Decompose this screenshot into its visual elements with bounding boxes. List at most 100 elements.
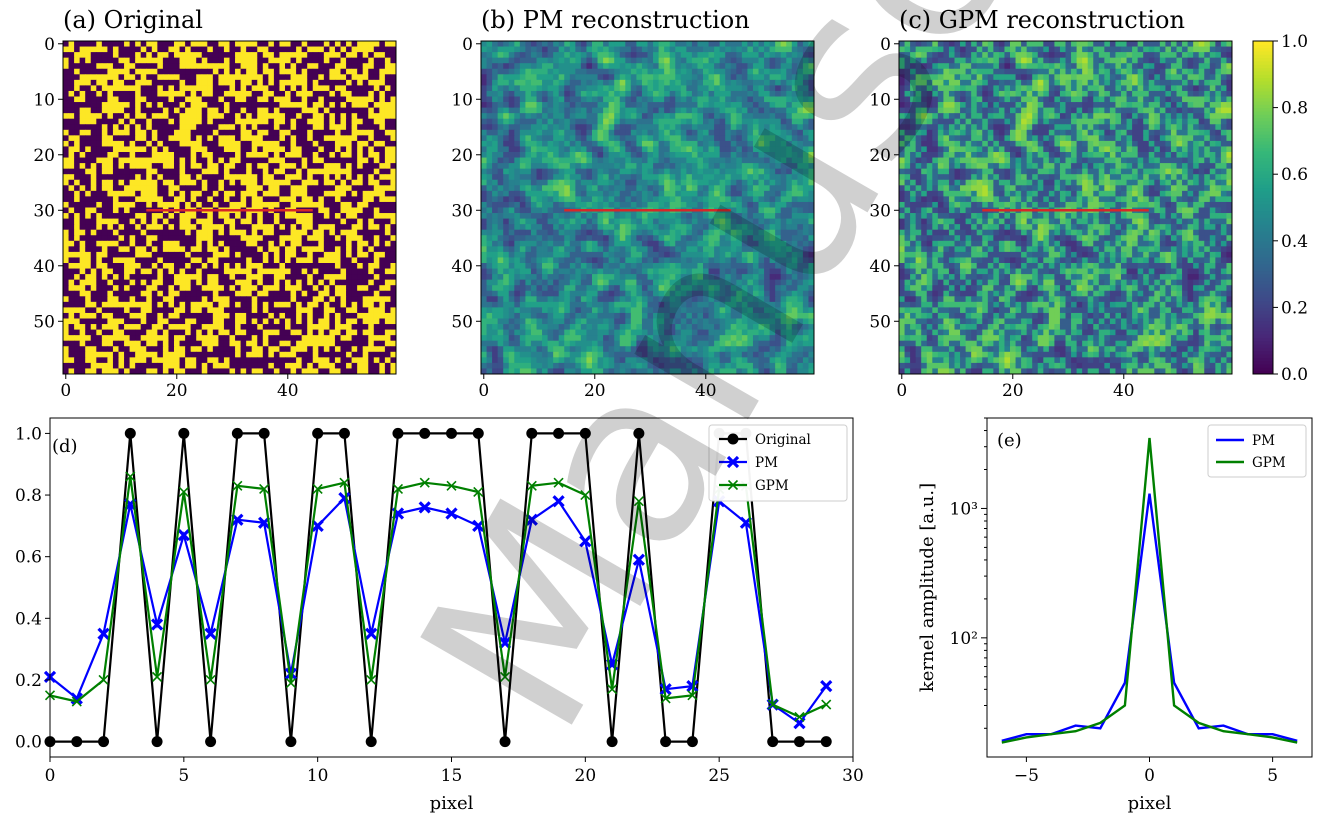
heatmap-cell <box>240 74 247 81</box>
heatmap-cell <box>157 196 164 203</box>
heatmap-cell <box>79 163 86 170</box>
heatmap-cell <box>481 85 487 92</box>
heatmap-cell <box>124 85 130 92</box>
heatmap-cell <box>296 318 303 325</box>
heatmap-cell <box>124 157 130 164</box>
heatmap-cell <box>525 124 532 131</box>
heatmap-cell <box>368 290 375 297</box>
heatmap-cell <box>697 146 704 153</box>
heatmap-cell <box>296 324 303 330</box>
heatmap-cell <box>675 135 682 142</box>
heatmap-cell <box>312 57 319 64</box>
heatmap-cell <box>79 285 86 292</box>
heatmap-cell <box>575 135 582 142</box>
heatmap-cell <box>362 296 369 303</box>
heatmap-cell <box>212 68 219 75</box>
heatmap-cell <box>240 52 247 59</box>
heatmap-cell <box>296 163 303 170</box>
heatmap-cell <box>63 102 69 108</box>
heatmap-cell <box>262 190 269 197</box>
heatmap-cell <box>351 246 358 253</box>
heatmap-cell <box>285 201 291 208</box>
heatmap-cell <box>223 324 230 330</box>
heatmap-cell <box>85 257 92 264</box>
heatmap-cell <box>79 229 86 236</box>
heatmap-cell <box>575 140 582 147</box>
heatmap-cell <box>329 146 336 153</box>
heatmap-cell <box>174 168 180 175</box>
heatmap-cell <box>658 46 665 53</box>
heatmap-cell <box>285 213 291 219</box>
heatmap-cell <box>503 85 510 92</box>
heatmap-cell <box>157 118 164 125</box>
heatmap-cell <box>185 301 192 308</box>
heatmap-cell <box>619 118 626 125</box>
heatmap-cell <box>140 185 147 192</box>
heatmap-cell <box>318 246 325 253</box>
heatmap-cell <box>486 74 493 81</box>
heatmap-cell <box>207 268 214 275</box>
heatmap-cell <box>553 96 560 103</box>
heatmap-cell <box>362 96 369 103</box>
heatmap-cell <box>112 257 119 264</box>
heatmap-cell <box>530 57 537 64</box>
heatmap-cell <box>85 113 92 120</box>
heatmap-cell <box>519 118 526 125</box>
heatmap-cell <box>658 107 665 114</box>
heatmap-cell <box>719 96 726 103</box>
heatmap-cell <box>390 140 397 147</box>
heatmap-cell <box>664 129 671 136</box>
heatmap-cell <box>703 157 709 164</box>
heatmap-cell <box>118 140 125 147</box>
x-tick-label: 20 <box>166 381 188 401</box>
heatmap-cell <box>558 57 565 64</box>
heatmap-cell <box>647 46 654 53</box>
heatmap-cell <box>251 224 258 231</box>
heatmap-cell <box>758 163 765 170</box>
heatmap-cell <box>257 318 264 325</box>
heatmap-cell <box>641 85 648 92</box>
y-tick-label: 10 <box>33 90 55 110</box>
heatmap-cell <box>312 185 319 192</box>
heatmap-cell <box>63 140 69 147</box>
heatmap-cell <box>235 335 241 342</box>
heatmap-cell <box>669 46 676 53</box>
heatmap-cell <box>312 207 319 214</box>
heatmap-cell <box>346 140 352 147</box>
heatmap-cell <box>636 57 643 64</box>
heatmap-cell <box>179 102 186 108</box>
heatmap-cell <box>68 124 75 131</box>
heatmap-cell <box>752 74 759 81</box>
heatmap-cell <box>379 296 386 303</box>
heatmap-cell <box>340 174 347 181</box>
heatmap-cell <box>273 229 280 236</box>
heatmap-cell <box>140 213 147 219</box>
heatmap-cell <box>703 135 709 142</box>
heatmap-cell <box>714 107 721 114</box>
heatmap-cell <box>218 196 225 203</box>
heatmap-cell <box>201 79 208 86</box>
heatmap-cell <box>135 102 142 108</box>
heatmap-cell <box>597 52 604 59</box>
heatmap-cell <box>190 324 197 330</box>
heatmap-cell <box>240 113 247 120</box>
heatmap-cell <box>257 57 264 64</box>
heatmap-cell <box>257 174 264 181</box>
heatmap-cell <box>101 135 108 142</box>
heatmap-cell <box>201 251 208 258</box>
heatmap-cell <box>196 63 203 70</box>
heatmap-cell <box>207 107 214 114</box>
heatmap-cell <box>334 96 341 103</box>
heatmap-cell <box>373 96 380 103</box>
heatmap-cell <box>519 113 526 120</box>
heatmap-cell <box>780 46 787 53</box>
heatmap-cell <box>273 163 280 170</box>
heatmap-cell <box>129 229 136 236</box>
heatmap-cell <box>262 224 269 231</box>
heatmap-cell <box>697 140 704 147</box>
heatmap-cell <box>597 157 604 164</box>
heatmap-cell <box>329 201 336 208</box>
heatmap-cell <box>179 52 186 59</box>
heatmap-cell <box>752 107 759 114</box>
heatmap-cell <box>669 118 676 125</box>
